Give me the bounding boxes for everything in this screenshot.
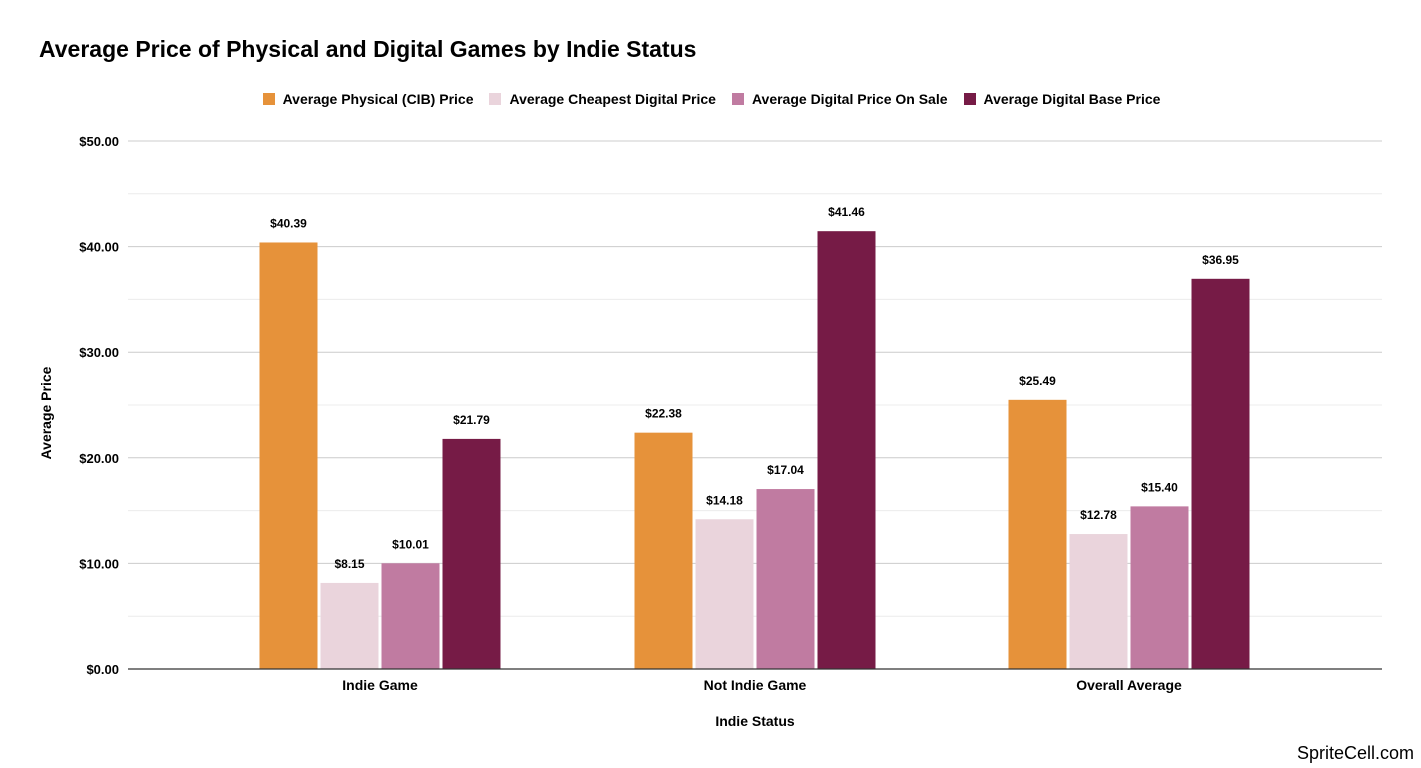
legend-item: Average Digital Price On Sale (731, 91, 948, 107)
legend-swatch (262, 93, 275, 105)
data-label: $17.04 (767, 463, 804, 477)
bar (756, 489, 815, 669)
legend-swatch (963, 93, 976, 105)
x-tick-label: Indie Game (342, 677, 418, 693)
y-tick-label: $50.00 (79, 134, 119, 149)
bar (320, 582, 379, 669)
data-label: $25.49 (1019, 374, 1056, 388)
legend-label: Average Digital Base Price (983, 91, 1161, 107)
bar (381, 563, 440, 669)
y-tick-label: $20.00 (79, 451, 119, 466)
y-tick-label: $0.00 (86, 662, 119, 677)
y-tick-label: $30.00 (79, 345, 119, 360)
data-label: $22.38 (645, 407, 682, 421)
x-tick-label: Overall Average (1076, 677, 1182, 693)
data-label: $36.95 (1202, 253, 1239, 267)
y-tick-label: $10.00 (79, 556, 119, 571)
data-label: $10.01 (392, 537, 429, 551)
legend-item: Average Cheapest Digital Price (489, 91, 716, 107)
legend-item: Average Digital Base Price (963, 91, 1161, 107)
bar (1069, 534, 1128, 669)
data-label: $12.78 (1080, 508, 1117, 522)
data-label: $21.79 (453, 413, 490, 427)
bar (1008, 399, 1067, 669)
data-label: $41.46 (828, 205, 865, 219)
legend-item: Average Physical (CIB) Price (262, 91, 474, 107)
bar (1130, 506, 1189, 669)
x-tick-label: Not Indie Game (704, 677, 807, 693)
watermark-text: SpriteCell.com (1296, 743, 1414, 763)
bar (442, 438, 501, 669)
y-tick-label: $40.00 (79, 240, 119, 255)
bar (695, 519, 754, 669)
legend-swatch (731, 93, 744, 105)
legend-swatch (489, 93, 502, 105)
legend-label: Average Physical (CIB) Price (282, 91, 474, 107)
data-label: $14.18 (706, 493, 743, 507)
bar (634, 432, 693, 669)
data-label: $8.15 (334, 557, 364, 571)
chart-legend: Average Physical (CIB) Price Average Chea… (0, 91, 1421, 107)
x-axis-title: Indie Status (715, 713, 795, 729)
y-axis-title: Average Price (38, 366, 54, 459)
bar (1191, 278, 1250, 669)
bar (259, 242, 318, 669)
bar (817, 231, 876, 669)
data-label: $40.39 (270, 216, 307, 230)
legend-label: Average Digital Price On Sale (751, 91, 948, 107)
legend-label: Average Cheapest Digital Price (509, 91, 716, 107)
chart-title: Average Price of Physical and Digital Ga… (39, 36, 697, 62)
data-label: $15.40 (1141, 480, 1178, 494)
